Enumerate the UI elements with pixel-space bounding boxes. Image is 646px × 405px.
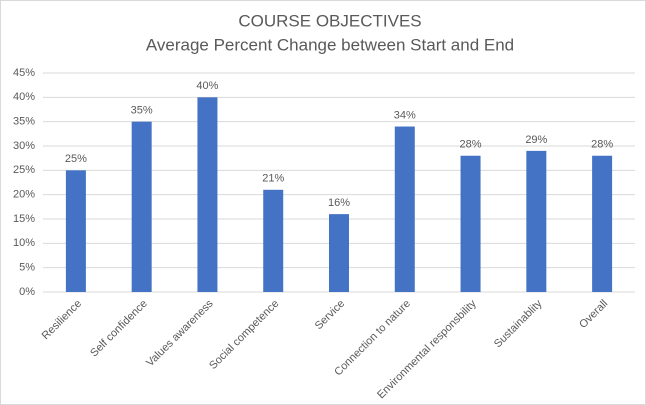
y-tick-label: 45% [13,67,35,79]
y-tick-label: 25% [13,164,35,176]
data-label: 34% [394,109,416,121]
chart-title: COURSE OBJECTIVES [238,11,421,30]
bar [131,121,152,293]
bar [526,150,547,292]
y-tick-label: 0% [19,286,35,298]
data-label: 21% [262,173,284,185]
data-label: 29% [525,134,547,146]
y-tick-label: 35% [13,116,35,128]
data-label: 25% [65,153,87,165]
bar [197,97,218,292]
y-tick-label: 30% [13,140,35,152]
bar [460,155,481,292]
y-tick-label: 10% [13,237,35,249]
data-label: 40% [196,80,218,92]
data-label: 28% [460,139,482,151]
bar [329,214,349,292]
data-label: 28% [591,139,613,151]
y-tick-label: 20% [13,189,35,201]
data-label: 35% [131,105,153,117]
y-tick-label: 15% [13,213,35,225]
bar [394,126,415,293]
data-label: 16% [328,197,350,209]
y-tick-label: 40% [13,91,35,103]
bar [65,170,86,292]
bar [263,189,284,292]
bar [592,155,613,292]
chart-subtitle: Average Percent Change between Start and… [146,35,514,54]
y-tick-label: 5% [19,262,35,274]
